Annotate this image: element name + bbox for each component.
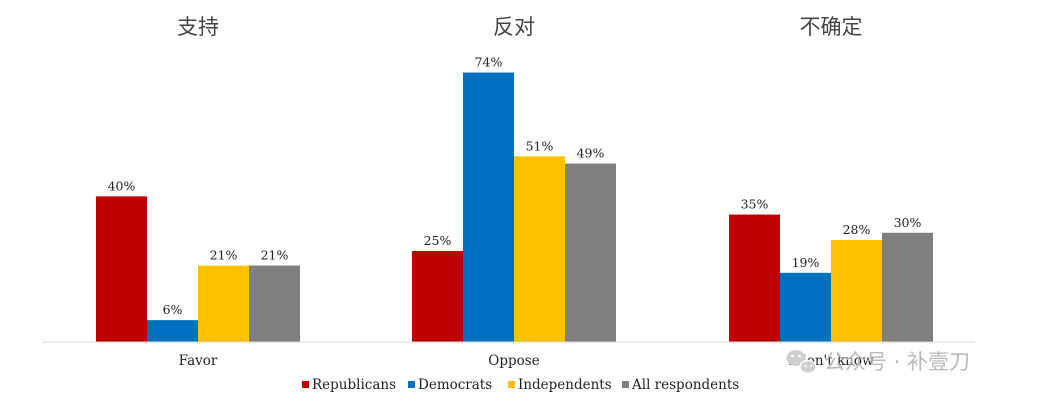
data-label-democrats-favor: 6% bbox=[163, 302, 183, 317]
group-title-favor: 支持 bbox=[177, 15, 219, 39]
bar-independents-oppose bbox=[514, 156, 565, 342]
bar-republicans-favor bbox=[96, 196, 147, 342]
legend-swatch-all-respondents bbox=[622, 381, 629, 388]
watermark-text: 公众号 · 补壹刀 bbox=[824, 350, 970, 374]
bar-republicans-oppose bbox=[412, 250, 463, 342]
group-title-oppose: 反对 bbox=[493, 15, 535, 39]
wechat-icon bbox=[786, 350, 817, 375]
data-label-democrats-oppose: 74% bbox=[475, 55, 503, 70]
category-label-oppose: Oppose bbox=[488, 353, 539, 369]
bar-all-respondents-favor bbox=[249, 265, 300, 342]
group-title-i-don-t-know: 不确定 bbox=[800, 15, 863, 39]
data-label-independents-i-don-t-know: 28% bbox=[843, 222, 871, 237]
legend-label-democrats: Democrats bbox=[418, 377, 492, 393]
data-label-republicans-oppose: 25% bbox=[424, 233, 452, 248]
bar-democrats-i-don-t-know bbox=[780, 272, 831, 342]
legend-label-all-respondents: All respondents bbox=[631, 377, 739, 393]
bars bbox=[96, 72, 933, 343]
data-label-all-respondents-i-don-t-know: 30% bbox=[894, 215, 922, 230]
legend-label-republicans: Republicans bbox=[312, 377, 396, 393]
legend-item-independents: Independents bbox=[508, 377, 612, 393]
bar-all-respondents-oppose bbox=[565, 163, 616, 342]
bar-democrats-oppose bbox=[463, 72, 514, 343]
data-labels: 40% 6% 21% 21% 25% 74% 51% 49% 35% 19% 28% 30% bbox=[108, 55, 922, 318]
legend-item-democrats: Democrats bbox=[408, 377, 492, 393]
bar-republicans-i-don-t-know bbox=[729, 214, 780, 342]
legend-swatch-republicans bbox=[302, 381, 309, 388]
data-label-all-respondents-favor: 21% bbox=[261, 248, 289, 263]
bar-independents-favor bbox=[198, 265, 249, 342]
legend-swatch-independents bbox=[508, 381, 515, 388]
data-label-republicans-i-don-t-know: 35% bbox=[741, 197, 769, 212]
data-label-republicans-favor: 40% bbox=[108, 178, 136, 193]
category-label-favor: Favor bbox=[179, 353, 218, 369]
bar-all-respondents-i-don-t-know bbox=[882, 232, 933, 342]
data-label-democrats-i-don-t-know: 19% bbox=[792, 255, 820, 270]
category-labels: Favor Oppose I don't know bbox=[179, 353, 874, 369]
legend-swatch-democrats bbox=[408, 381, 415, 388]
legend-item-republicans: Republicans bbox=[302, 377, 396, 393]
data-label-independents-oppose: 51% bbox=[526, 138, 554, 153]
legend-label-independents: Independents bbox=[518, 377, 612, 393]
group-titles: 支持 反对 不确定 bbox=[177, 15, 863, 39]
data-label-all-respondents-oppose: 49% bbox=[577, 146, 605, 161]
data-label-independents-favor: 21% bbox=[210, 248, 238, 263]
legend-item-all-respondents: All respondents bbox=[622, 377, 739, 393]
bar-independents-i-don-t-know bbox=[831, 240, 882, 342]
watermark: 公众号 · 补壹刀 bbox=[786, 350, 970, 375]
legend: Republicans Democrats Independents All resp… bbox=[302, 377, 739, 393]
bar-democrats-favor bbox=[147, 320, 198, 342]
